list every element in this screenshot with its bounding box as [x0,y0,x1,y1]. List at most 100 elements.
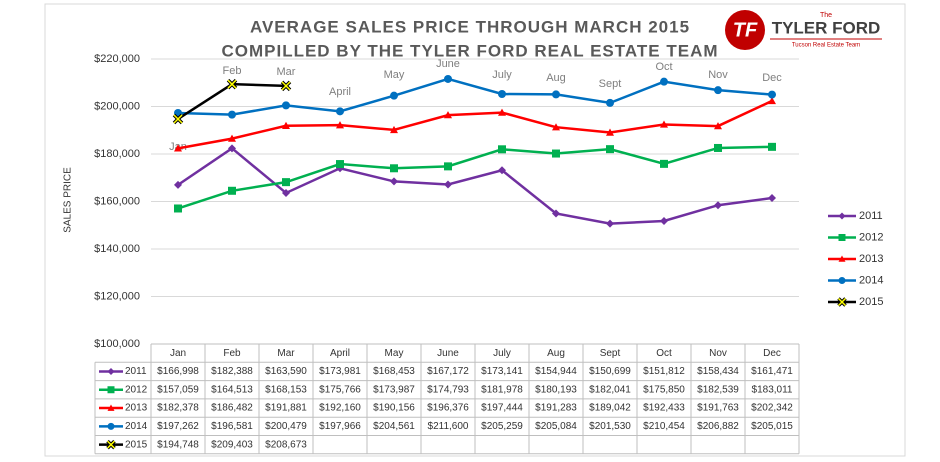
table-value: $168,153 [265,384,307,395]
table-value: $194,748 [157,439,199,450]
marker [107,404,115,411]
table-value: $182,539 [697,384,739,395]
table-value: $161,471 [751,366,793,377]
table-value: $154,944 [535,366,577,377]
month-label: Nov [708,69,728,81]
marker [606,219,614,228]
marker [174,180,182,189]
table-series-name: 2011 [125,366,147,377]
marker [498,145,506,154]
marker [606,128,614,136]
marker-inner [227,79,237,89]
chart-frame [44,3,906,457]
marker-inner [837,297,847,307]
marker [282,178,290,187]
table-header: Oct [656,348,672,359]
table-value: $205,259 [481,421,523,432]
marker [390,164,398,173]
marker [174,204,182,213]
y-tick-label: $100,000 [94,338,140,350]
y-axis-label: SALES PRICE [63,167,74,233]
month-label: Oct [655,61,672,73]
table-value: $163,590 [265,366,307,377]
month-label: Sept [599,78,622,90]
table-value: $174,793 [427,384,469,395]
marker [498,90,506,99]
marker [714,122,722,130]
table-value: $192,160 [319,403,361,414]
marker [336,121,344,129]
logo-name: TYLER FORD [772,18,881,37]
table-value: $151,812 [643,366,685,377]
marker [838,212,846,220]
marker [228,110,236,119]
marker [228,186,236,195]
table-header: Feb [223,348,241,359]
table-header: May [385,348,404,359]
marker [768,90,776,99]
series-line [177,77,773,116]
table-series-name: 2015 [125,439,148,450]
table-value: $204,561 [373,421,415,432]
table-value: $186,482 [211,403,253,414]
month-label: May [384,69,405,81]
month-label: Mar [277,66,296,78]
table-header: July [493,348,511,359]
y-tick-label: $220,000 [94,53,140,65]
marker [552,149,560,158]
logo-initials: TF [733,19,758,41]
marker [174,144,182,152]
table-value: $191,881 [265,403,307,414]
marker [107,422,115,430]
marker [660,216,668,225]
logo-tagline: Tucson Real Estate Team [792,43,860,49]
legend-label: 2014 [859,274,883,286]
table-value: $200,479 [265,421,307,432]
table-value: $175,850 [643,384,685,395]
table-value: $182,378 [157,403,199,414]
month-label: June [436,58,460,70]
marker [552,209,560,218]
marker [768,194,776,203]
table-value: $164,513 [211,384,253,395]
table-value: $191,763 [697,403,739,414]
marker [768,142,776,151]
marker [336,107,344,116]
table-value: $208,673 [265,439,307,450]
table-value: $210,454 [643,421,685,432]
table-series-name: 2014 [125,421,148,432]
series-line [177,146,773,225]
table-value: $182,388 [211,366,253,377]
table-value: $192,433 [643,403,685,414]
y-tick-label: $180,000 [94,148,140,160]
table-value: $196,581 [211,421,253,432]
marker [606,145,614,154]
table-value: $197,966 [319,421,361,432]
marker [768,96,776,105]
logo-top: The [820,12,832,19]
marker [714,86,722,95]
table-header: April [330,348,350,359]
table-value: $183,011 [752,384,793,395]
table-value: $180,193 [535,384,577,395]
chart-subtitle: COMPILLED BY THE TYLER FORD REAL ESTATE … [221,41,718,60]
y-tick-label: $200,000 [94,100,140,112]
table-value: $168,453 [373,366,415,377]
month-label: Feb [223,65,242,77]
y-tick-label: $140,000 [94,243,140,255]
marker [444,111,452,119]
marker [444,74,452,83]
marker [228,144,236,153]
marker [838,255,846,262]
table-value: $197,444 [481,403,523,414]
logo-badge [725,10,765,50]
marker [498,108,506,116]
marker [107,367,115,375]
table-header: Nov [709,348,727,359]
legend-label: 2015 [859,296,883,308]
table-header: Dec [763,348,781,359]
table-value: $175,766 [319,384,361,395]
marker [714,143,722,152]
month-label: Aug [546,72,566,84]
marker-inner [173,114,183,124]
